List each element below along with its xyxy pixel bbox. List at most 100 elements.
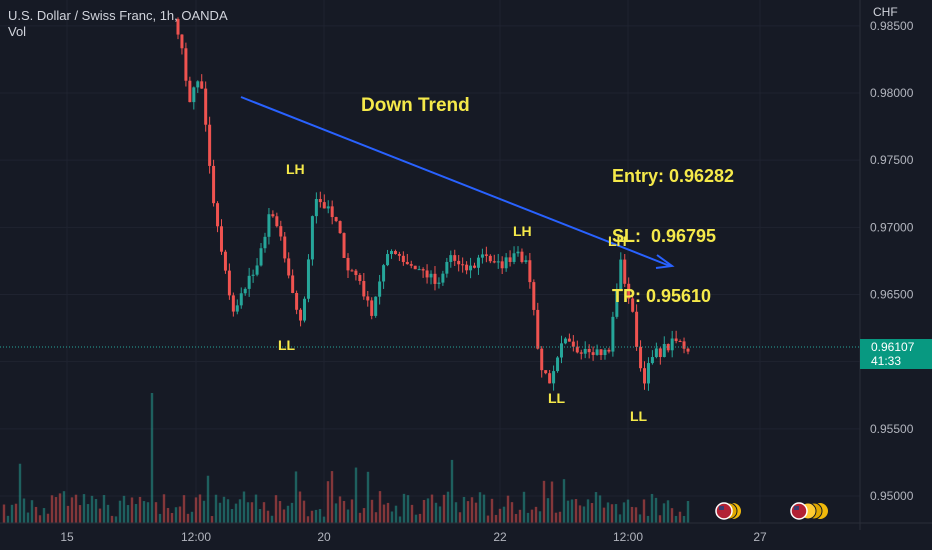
volume-bar bbox=[294, 471, 298, 523]
candle-body bbox=[461, 264, 465, 266]
candle-body bbox=[204, 88, 208, 125]
candle-body bbox=[267, 214, 271, 237]
volume-bar bbox=[186, 513, 190, 523]
candle-body bbox=[532, 282, 536, 310]
volume-bar bbox=[446, 491, 450, 523]
volume-label[interactable]: Vol bbox=[8, 24, 27, 39]
volume-bar bbox=[398, 516, 402, 523]
volume-bar bbox=[654, 497, 658, 523]
volume-bar bbox=[278, 501, 282, 523]
price-tick-label: 0.97000 bbox=[870, 220, 914, 234]
volume-bar bbox=[422, 499, 426, 523]
candle-body bbox=[453, 255, 457, 261]
volume-bar bbox=[14, 503, 18, 523]
volume-bar bbox=[598, 495, 602, 523]
volume-bar bbox=[78, 505, 82, 523]
candle-body bbox=[433, 273, 437, 284]
volume-bar bbox=[74, 494, 78, 523]
candle-body bbox=[401, 255, 405, 262]
volume-bar bbox=[402, 493, 406, 523]
volume-bar bbox=[482, 494, 486, 523]
volume-bar bbox=[126, 505, 130, 523]
volume-bar bbox=[474, 502, 478, 523]
price-tick-label: 0.98500 bbox=[870, 19, 914, 33]
candle-body bbox=[263, 236, 267, 249]
candle-body bbox=[599, 349, 603, 356]
candle-body bbox=[318, 199, 322, 203]
volume-bar bbox=[470, 497, 474, 523]
volume-bar bbox=[430, 494, 434, 523]
volume-bar bbox=[666, 500, 670, 523]
candle-body bbox=[235, 305, 239, 312]
volume-bar bbox=[246, 502, 250, 523]
candle-body bbox=[299, 309, 303, 321]
swing-label-lh-3: LH bbox=[608, 233, 627, 249]
volume-bar bbox=[490, 498, 494, 523]
candle-body bbox=[646, 363, 650, 384]
volume-bar bbox=[390, 511, 394, 523]
candle-body bbox=[556, 357, 560, 372]
candle-body bbox=[326, 206, 330, 209]
volume-bar bbox=[206, 475, 210, 523]
volume-bar bbox=[166, 507, 170, 523]
volume-bar bbox=[642, 499, 646, 523]
volume-bar bbox=[394, 505, 398, 523]
swing-label-ll-3: LL bbox=[630, 408, 648, 424]
volume-bar bbox=[322, 516, 326, 523]
volume-bar bbox=[210, 516, 214, 523]
candle-body bbox=[552, 371, 556, 384]
volume-bar bbox=[110, 515, 114, 523]
candle-body bbox=[575, 346, 579, 353]
swing-label-ll-1: LL bbox=[278, 337, 296, 353]
symbol-title[interactable]: U.S. Dollar / Swiss Franc, 1h, OANDA bbox=[8, 8, 228, 23]
volume-bar bbox=[362, 508, 366, 523]
volume-bar bbox=[34, 506, 38, 523]
time-tick-label: 12:00 bbox=[613, 530, 643, 544]
volume-bar bbox=[686, 500, 690, 523]
candle-body bbox=[544, 370, 548, 374]
candle-body bbox=[492, 261, 496, 263]
volume-bar bbox=[626, 499, 630, 523]
candle-body bbox=[389, 251, 393, 255]
volume-bar bbox=[682, 515, 686, 523]
volume-bar bbox=[630, 506, 634, 523]
candle-body bbox=[615, 289, 619, 317]
volume-bar bbox=[338, 496, 342, 523]
volume-bar bbox=[170, 512, 174, 523]
candle-body bbox=[212, 165, 216, 204]
volume-bar bbox=[158, 513, 162, 523]
volume-bar bbox=[174, 507, 178, 523]
volume-bar bbox=[54, 497, 58, 523]
candle-body bbox=[330, 206, 334, 218]
candle-body bbox=[239, 293, 243, 306]
candle-body bbox=[287, 258, 291, 276]
volume-bar bbox=[130, 497, 134, 523]
candle-body bbox=[295, 292, 299, 310]
volume-bar bbox=[566, 500, 570, 523]
candle-body bbox=[188, 80, 192, 103]
volume-bar bbox=[494, 514, 498, 523]
event-flags[interactable] bbox=[715, 502, 828, 520]
volume-bar bbox=[134, 504, 138, 523]
volume-bar bbox=[66, 505, 70, 523]
candle-body bbox=[627, 283, 631, 299]
candle-body bbox=[176, 19, 180, 35]
candle-body bbox=[370, 300, 374, 316]
volume-bar bbox=[106, 504, 110, 523]
candle-body bbox=[650, 357, 654, 364]
volume-bar bbox=[542, 480, 546, 523]
candle-body bbox=[469, 265, 473, 271]
volume-bar bbox=[410, 504, 414, 523]
volume-bar bbox=[226, 499, 230, 523]
volume-bar bbox=[606, 502, 610, 523]
volume-bar bbox=[178, 506, 182, 523]
candle-body bbox=[346, 257, 350, 271]
price-tick-label: 0.97500 bbox=[870, 153, 914, 167]
candle-body bbox=[413, 265, 417, 270]
volume-bar bbox=[198, 494, 202, 523]
volume-bar bbox=[330, 471, 334, 523]
candle-body bbox=[184, 48, 188, 81]
volume-bar bbox=[650, 493, 654, 523]
candle-body bbox=[200, 81, 204, 89]
